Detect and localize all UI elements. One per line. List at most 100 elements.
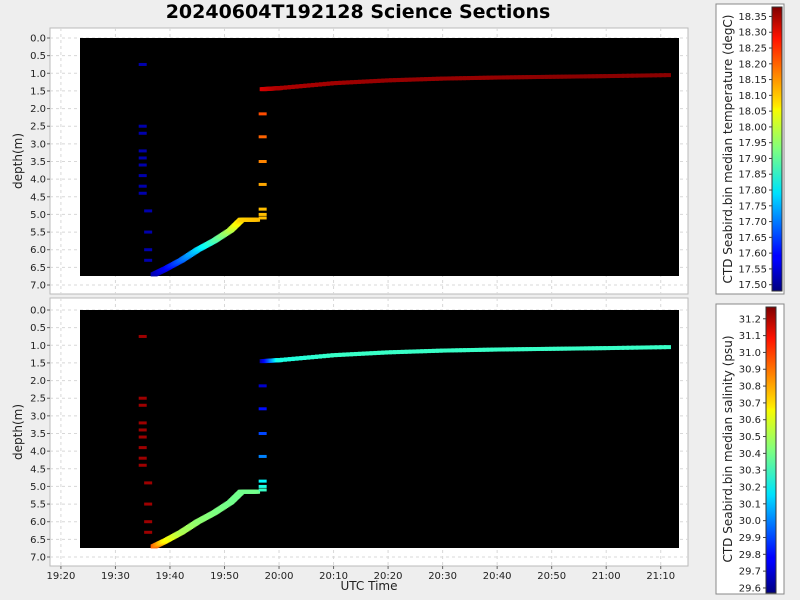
x-tick-label: 19:40 bbox=[156, 571, 185, 582]
data-point bbox=[498, 75, 506, 80]
data-point bbox=[396, 77, 404, 82]
colorbar-tick-label: 17.70 bbox=[738, 217, 767, 228]
data-point bbox=[138, 435, 147, 439]
data-point bbox=[369, 79, 377, 84]
colorbar-tick-label: 29.6 bbox=[739, 583, 761, 594]
data-point bbox=[595, 74, 603, 79]
data-point bbox=[517, 347, 525, 352]
y-axis-label: depth(m) bbox=[11, 133, 25, 189]
y-tick-label: 0.0 bbox=[30, 306, 46, 317]
data-point bbox=[579, 346, 587, 351]
data-point bbox=[350, 80, 358, 85]
colorbar-tick-label: 29.7 bbox=[739, 567, 761, 578]
data-point bbox=[466, 348, 474, 353]
data-point bbox=[540, 74, 548, 79]
data-point bbox=[505, 75, 513, 80]
data-point bbox=[357, 79, 365, 84]
y-tick-label: 7.0 bbox=[30, 281, 46, 292]
colorbar-tick-label: 30.7 bbox=[739, 398, 761, 409]
y-tick-label: 1.5 bbox=[30, 86, 46, 97]
data-point bbox=[635, 73, 643, 78]
data-point bbox=[439, 348, 447, 353]
data-point bbox=[564, 74, 572, 79]
y-tick-label: 6.5 bbox=[30, 263, 46, 274]
data-point bbox=[635, 345, 643, 350]
colorbar-tick-label: 30.3 bbox=[739, 466, 761, 477]
colorbar-tick-label: 30.1 bbox=[739, 499, 761, 510]
data-point bbox=[659, 73, 667, 78]
y-tick-label: 2.0 bbox=[30, 376, 46, 387]
x-tick-label: 20:20 bbox=[374, 571, 403, 582]
colorbar-tick-label: 29.8 bbox=[739, 550, 761, 561]
y-tick-label: 4.5 bbox=[30, 464, 46, 475]
data-point bbox=[486, 347, 494, 352]
data-point bbox=[599, 74, 607, 79]
data-point bbox=[455, 76, 463, 81]
x-tick-label: 20:10 bbox=[319, 571, 348, 582]
colorbar-tick-label: 17.90 bbox=[738, 154, 767, 165]
data-point bbox=[144, 258, 153, 262]
data-point bbox=[572, 346, 580, 351]
data-point bbox=[649, 73, 657, 78]
data-point bbox=[470, 347, 478, 352]
colorbar-tick-label: 31.2 bbox=[739, 314, 761, 325]
data-point bbox=[330, 81, 338, 86]
data-point bbox=[466, 76, 474, 81]
x-tick-label: 19:50 bbox=[210, 571, 239, 582]
data-point bbox=[654, 73, 662, 78]
data-point bbox=[287, 85, 295, 90]
data-point bbox=[373, 78, 381, 83]
data-point bbox=[663, 345, 671, 350]
data-point bbox=[521, 75, 529, 80]
data-point bbox=[431, 348, 439, 353]
data-point bbox=[138, 463, 147, 467]
x-tick-label: 20:30 bbox=[428, 571, 457, 582]
data-point bbox=[138, 184, 147, 188]
colorbar-tick-label: 17.50 bbox=[738, 280, 767, 291]
data-point bbox=[326, 81, 334, 86]
colorbar-tick-label: 30.6 bbox=[739, 415, 761, 426]
data-point bbox=[447, 348, 455, 353]
x-tick-label: 20:50 bbox=[537, 571, 566, 582]
data-point bbox=[326, 353, 334, 358]
data-point bbox=[424, 77, 432, 82]
y-tick-label: 1.0 bbox=[30, 69, 46, 80]
colorbar-tick-label: 30.5 bbox=[739, 432, 761, 443]
data-point bbox=[276, 86, 284, 91]
data-point bbox=[138, 149, 147, 153]
data-point bbox=[552, 74, 560, 79]
data-point bbox=[144, 530, 153, 534]
panel-top: 0.0 0.5 1.0 1.5 2.0 2.5 3.0 3.5 4.0 4.5 5.0 5.5 6.0 6… bbox=[11, 3, 785, 295]
data-point bbox=[533, 75, 541, 80]
data-point bbox=[564, 346, 572, 351]
data-point bbox=[318, 82, 326, 87]
data-point bbox=[451, 348, 459, 353]
data-point bbox=[253, 489, 261, 494]
data-point bbox=[443, 348, 451, 353]
data-point bbox=[138, 131, 147, 135]
y-tick-label: 7.0 bbox=[30, 553, 46, 564]
colorbar-tick-label: 30.4 bbox=[739, 449, 761, 460]
data-point bbox=[572, 74, 580, 79]
data-point bbox=[560, 74, 568, 79]
y-tick-label: 1.5 bbox=[30, 358, 46, 369]
data-point bbox=[412, 77, 420, 82]
y-tick-label: 3.0 bbox=[30, 139, 46, 150]
colorbar-tick-label: 17.55 bbox=[738, 264, 767, 275]
data-point bbox=[381, 350, 389, 355]
data-point bbox=[303, 83, 311, 88]
data-point bbox=[392, 78, 400, 83]
data-point bbox=[455, 348, 463, 353]
data-point bbox=[505, 347, 513, 352]
data-point bbox=[544, 74, 552, 79]
data-point bbox=[416, 77, 424, 82]
data-point bbox=[568, 346, 576, 351]
colorbar-tick-label: 17.85 bbox=[738, 170, 767, 181]
y-tick-label: 0.0 bbox=[30, 34, 46, 45]
colorbar-tick-label: 30.9 bbox=[739, 365, 761, 376]
colorbar-tick-label: 29.9 bbox=[739, 533, 761, 544]
data-point bbox=[587, 346, 595, 351]
data-point bbox=[334, 80, 342, 85]
data-point bbox=[314, 354, 322, 359]
